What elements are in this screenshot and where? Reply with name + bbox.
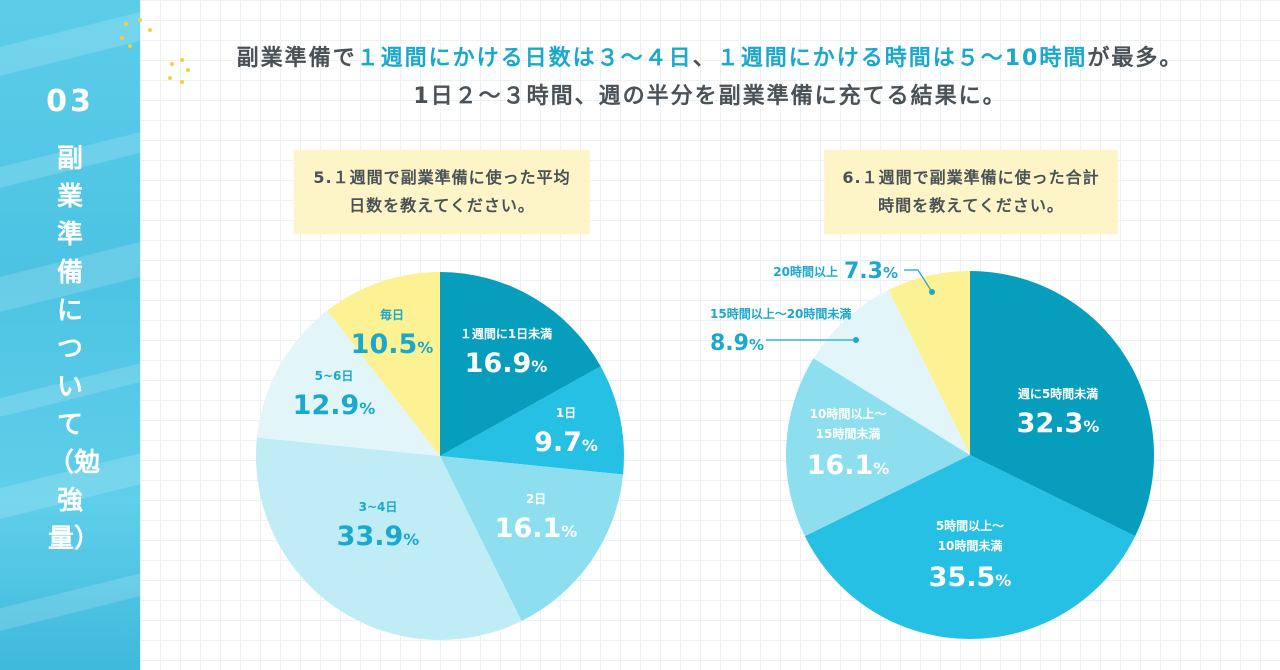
pie-slice <box>256 437 522 640</box>
slice-value-label: 10.5% <box>351 329 434 360</box>
pie-slice <box>804 455 1136 639</box>
slice-category-label: 2日 <box>526 492 546 506</box>
slice-value-label: 12.9% <box>293 390 376 421</box>
slice-value-label: 9.7% <box>534 427 598 458</box>
slice-value-label: 7.3% <box>844 259 898 284</box>
pie-slice <box>970 271 1154 537</box>
headline-line-1: 副業準備で１週間にかける日数は３〜４日、１週間にかける時間は５〜10時間が最多。 <box>170 40 1250 78</box>
pie-slice <box>440 272 601 456</box>
slice-value-label: 32.3% <box>1017 408 1100 439</box>
slice-category-label: 20時間以上 <box>773 264 838 279</box>
slice-value-label: 16.1% <box>807 450 890 481</box>
slice-category-label: 毎日 <box>380 307 404 322</box>
slice-value-label: 33.9% <box>337 521 420 552</box>
pie-slice <box>888 271 970 455</box>
headline-highlight: １週間にかける日数は３〜４日 <box>356 46 693 71</box>
sidebar: 03 副業準備について（勉強量） <box>0 0 140 670</box>
slice-value-label: 16.1% <box>495 513 578 544</box>
slice-category-label: 1日 <box>556 406 576 420</box>
slice-value-label: 35.5% <box>929 562 1012 593</box>
pie-slice <box>785 358 970 537</box>
pie-slice <box>813 289 970 455</box>
leader-dot <box>929 289 935 295</box>
headline-highlight: １週間にかける時間は５〜10時間 <box>716 46 1088 71</box>
pie-slice <box>256 310 440 456</box>
question-box-5: 5.１週間で副業準備に使った平均日数を教えてください。 <box>294 150 590 234</box>
leader-dot <box>853 337 859 343</box>
pie-slice <box>440 456 624 621</box>
slice-value-label: 8.9% <box>710 331 764 356</box>
headline-line-2: 1日２〜３時間、週の半分を副業準備に充てる結果に。 <box>413 84 1007 109</box>
section-number: 03 <box>46 84 94 119</box>
slice-value-label: 16.9% <box>465 348 548 379</box>
slice-category-label: 5~6日 <box>315 369 354 383</box>
leader-line <box>904 269 933 293</box>
headline-text: 副業準備で <box>236 46 357 71</box>
pie-slice <box>327 272 440 456</box>
slice-category-label: １週間に1日未満 <box>460 326 552 341</box>
slice-category-label: 3~4日 <box>359 500 398 514</box>
pie-slice <box>440 366 624 475</box>
headline-text: が最多。 <box>1087 46 1184 71</box>
slice-category-label: 週に5時間未満 <box>1018 386 1098 401</box>
slice-category-label: 5時間以上〜 10時間未満 <box>936 518 1004 553</box>
slice-category-label: 10時間以上〜 15時間未満 <box>810 406 887 441</box>
slice-category-label: 15時間以上〜20時間未満 <box>710 306 851 321</box>
headline: 副業準備で１週間にかける日数は３〜４日、１週間にかける時間は５〜10時間が最多。… <box>170 40 1250 116</box>
question-box-6: 6.１週間で副業準備に使った合計時間を教えてください。 <box>824 150 1118 234</box>
headline-text: 、 <box>692 46 717 71</box>
section-title: 副業準備について（勉強量） <box>48 144 101 554</box>
